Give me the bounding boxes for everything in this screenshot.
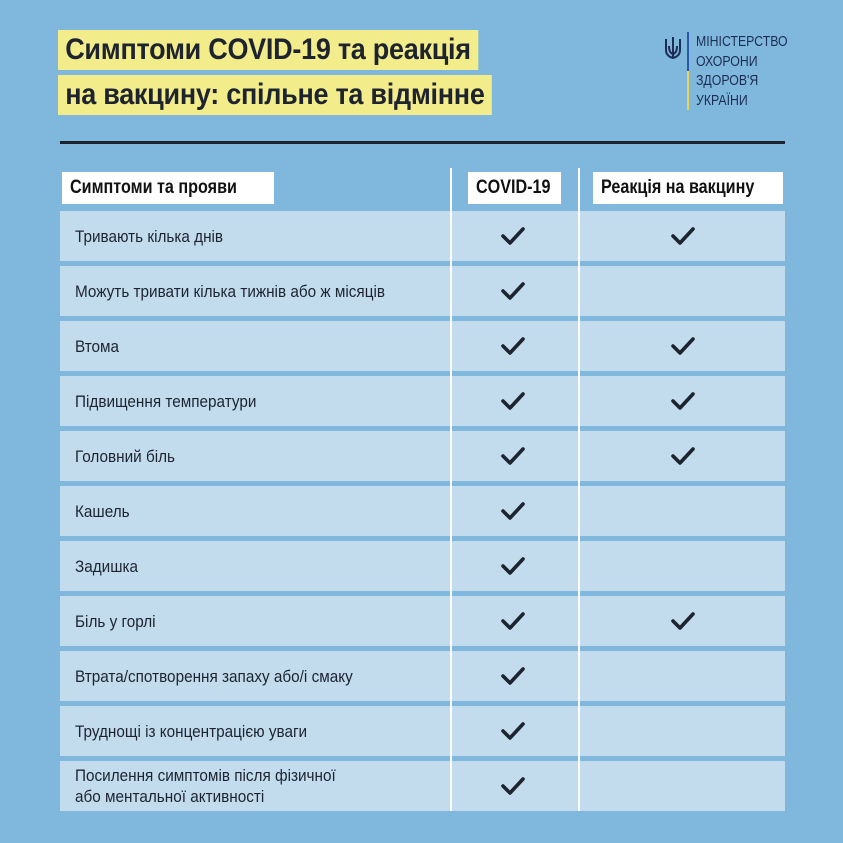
symptom-label: Посилення симптомів після фізичної або м… (75, 766, 336, 806)
check-icon-covid (501, 279, 525, 303)
table-row: Тривають кілька днів (60, 211, 785, 261)
table-row: Труднощі із концентрацією уваги (60, 706, 785, 756)
symptom-label: Тривають кілька днів (75, 226, 224, 246)
table-row: Задишка (60, 541, 785, 591)
check-icon-covid (501, 664, 525, 688)
check-icon-vaccine (671, 389, 695, 413)
table-row: Можуть тривати кілька тижнів або ж місяц… (60, 266, 785, 316)
table-row: Кашель (60, 486, 785, 536)
check-icon-covid (501, 774, 525, 798)
check-icon-vaccine (671, 609, 695, 633)
logo-line: МІНІСТЕРСТВО (696, 33, 788, 50)
table-row: Втома (60, 321, 785, 371)
table-row: Втрата/спотворення запаху або/і смаку (60, 651, 785, 701)
symptom-label: Кашель (75, 501, 130, 521)
symptom-label: Головний біль (75, 446, 176, 466)
logo-line: ЗДОРОВ'Я (696, 72, 759, 89)
table-row: Головний біль (60, 431, 785, 481)
page-title-line2: на вакцину: спільне та відмінне (58, 75, 492, 115)
symptom-label: Можуть тривати кілька тижнів або ж місяц… (75, 281, 386, 301)
check-icon-covid (501, 499, 525, 523)
header-symptoms: Симптоми та прояви (62, 172, 275, 204)
logo-line: УКРАЇНИ (696, 91, 748, 109)
column-divider (578, 168, 580, 811)
trident-icon (665, 37, 681, 60)
column-divider (450, 168, 452, 811)
check-icon-covid (501, 444, 525, 468)
check-icon-covid (501, 334, 525, 358)
table-row: Посилення симптомів після фізичної або м… (60, 761, 785, 811)
symptom-label: Втома (75, 336, 120, 356)
symptom-label: Підвищення температури (75, 391, 257, 411)
page-title-line1: Симптоми COVID-19 та реакція (58, 30, 478, 70)
symptom-label: Біль у горлі (75, 611, 156, 631)
header-covid: COVID-19 (468, 172, 561, 204)
check-icon-vaccine (671, 334, 695, 358)
table-row: Біль у горлі (60, 596, 785, 646)
table-row: Підвищення температури (60, 376, 785, 426)
check-icon-covid (501, 389, 525, 413)
check-icon-covid (501, 609, 525, 633)
symptom-label: Труднощі із концентрацією уваги (75, 721, 308, 741)
header-vaccine: Реакція на вакцину (593, 172, 783, 204)
logo-line: ОХОРОНИ (696, 52, 758, 70)
divider (60, 141, 785, 144)
check-icon-vaccine (671, 444, 695, 468)
check-icon-covid (501, 719, 525, 743)
check-icon-covid (501, 224, 525, 248)
check-icon-covid (501, 554, 525, 578)
symptom-label: Втрата/спотворення запаху або/і смаку (75, 666, 353, 686)
check-icon-vaccine (671, 224, 695, 248)
symptom-label: Задишка (75, 556, 139, 576)
